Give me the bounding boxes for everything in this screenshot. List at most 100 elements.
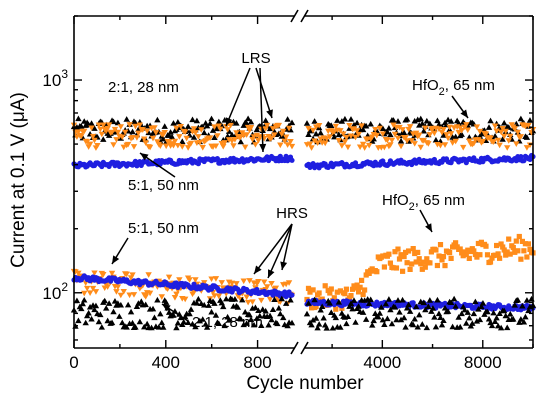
data-point <box>81 296 88 303</box>
data-point <box>306 141 314 148</box>
data-point <box>305 285 312 291</box>
data-point <box>471 248 477 254</box>
data-point <box>189 116 196 123</box>
data-point <box>466 134 473 140</box>
data-point <box>310 287 316 293</box>
data-point <box>240 278 247 285</box>
data-point <box>422 125 429 132</box>
data-point <box>263 122 271 129</box>
data-point <box>263 284 271 290</box>
data-point <box>158 319 165 326</box>
data-point <box>192 130 199 136</box>
data-point <box>100 272 107 278</box>
data-point <box>400 268 406 274</box>
data-point <box>464 127 471 134</box>
axis-break-mark <box>290 9 309 23</box>
data-point <box>225 128 233 134</box>
data-point <box>244 115 252 122</box>
data-point <box>522 241 528 247</box>
data-point <box>500 307 508 314</box>
data-point <box>177 123 185 130</box>
data-point <box>352 285 359 291</box>
data-point <box>396 124 403 131</box>
data-point <box>193 117 201 124</box>
data-point <box>237 315 244 322</box>
data-point <box>281 138 288 145</box>
data-point <box>475 240 481 247</box>
data-point <box>176 134 183 140</box>
data-point <box>282 300 290 306</box>
data-point <box>514 296 522 303</box>
data-point <box>385 296 393 302</box>
data-point <box>350 126 358 132</box>
data-point <box>494 137 502 144</box>
data-point <box>438 321 446 328</box>
data-point <box>233 120 240 126</box>
data-point <box>192 277 199 283</box>
data-point <box>387 306 394 313</box>
data-point <box>136 318 144 325</box>
data-point <box>344 313 352 319</box>
data-point <box>499 136 506 142</box>
data-point <box>512 249 518 255</box>
data-point <box>431 130 438 137</box>
data-point <box>268 135 275 141</box>
data-point <box>88 315 95 322</box>
data-point <box>510 316 517 322</box>
data-point <box>149 135 157 142</box>
data-point <box>334 289 340 295</box>
data-point <box>104 284 111 290</box>
data-point <box>170 312 177 318</box>
data-point <box>108 319 116 326</box>
data-point <box>390 265 397 271</box>
data-point <box>284 142 291 148</box>
data-point <box>504 324 511 331</box>
data-point <box>391 304 399 310</box>
data-point <box>434 296 441 303</box>
data-point <box>350 121 358 128</box>
data-point <box>362 122 370 129</box>
data-point <box>129 272 136 278</box>
data-point <box>214 133 221 139</box>
data-point <box>357 284 363 290</box>
data-point <box>206 135 214 142</box>
data-point <box>426 132 434 138</box>
data-point <box>262 117 269 123</box>
data-point <box>519 238 525 244</box>
data-point <box>221 322 228 329</box>
data-point <box>419 120 426 127</box>
data-point <box>209 127 217 133</box>
data-point <box>179 138 186 144</box>
data-point <box>309 316 317 323</box>
data-point <box>522 313 529 320</box>
data-point <box>323 325 330 331</box>
data-point <box>244 299 252 306</box>
data-point <box>441 142 449 148</box>
data-point <box>205 302 212 308</box>
data-point <box>420 138 427 144</box>
data-point <box>196 140 204 146</box>
data-point <box>337 324 344 330</box>
data-point <box>342 291 348 297</box>
data-point <box>457 246 463 252</box>
data-point <box>123 116 130 122</box>
data-point <box>86 290 94 297</box>
data-point <box>171 295 179 301</box>
data-point <box>367 296 374 303</box>
data-point <box>199 145 206 151</box>
data-point <box>79 300 86 307</box>
data-point <box>472 298 479 305</box>
data-point <box>452 303 459 309</box>
data-point <box>243 132 250 138</box>
data-point <box>390 122 397 129</box>
y-tick-label: 103 <box>42 67 68 90</box>
data-point <box>416 132 423 139</box>
data-point <box>278 295 285 302</box>
data-point <box>246 278 253 284</box>
data-point <box>519 302 526 309</box>
data-point <box>516 319 523 325</box>
data-point <box>432 136 440 143</box>
data-point <box>521 248 527 254</box>
data-point <box>165 139 173 145</box>
data-point <box>117 124 125 130</box>
